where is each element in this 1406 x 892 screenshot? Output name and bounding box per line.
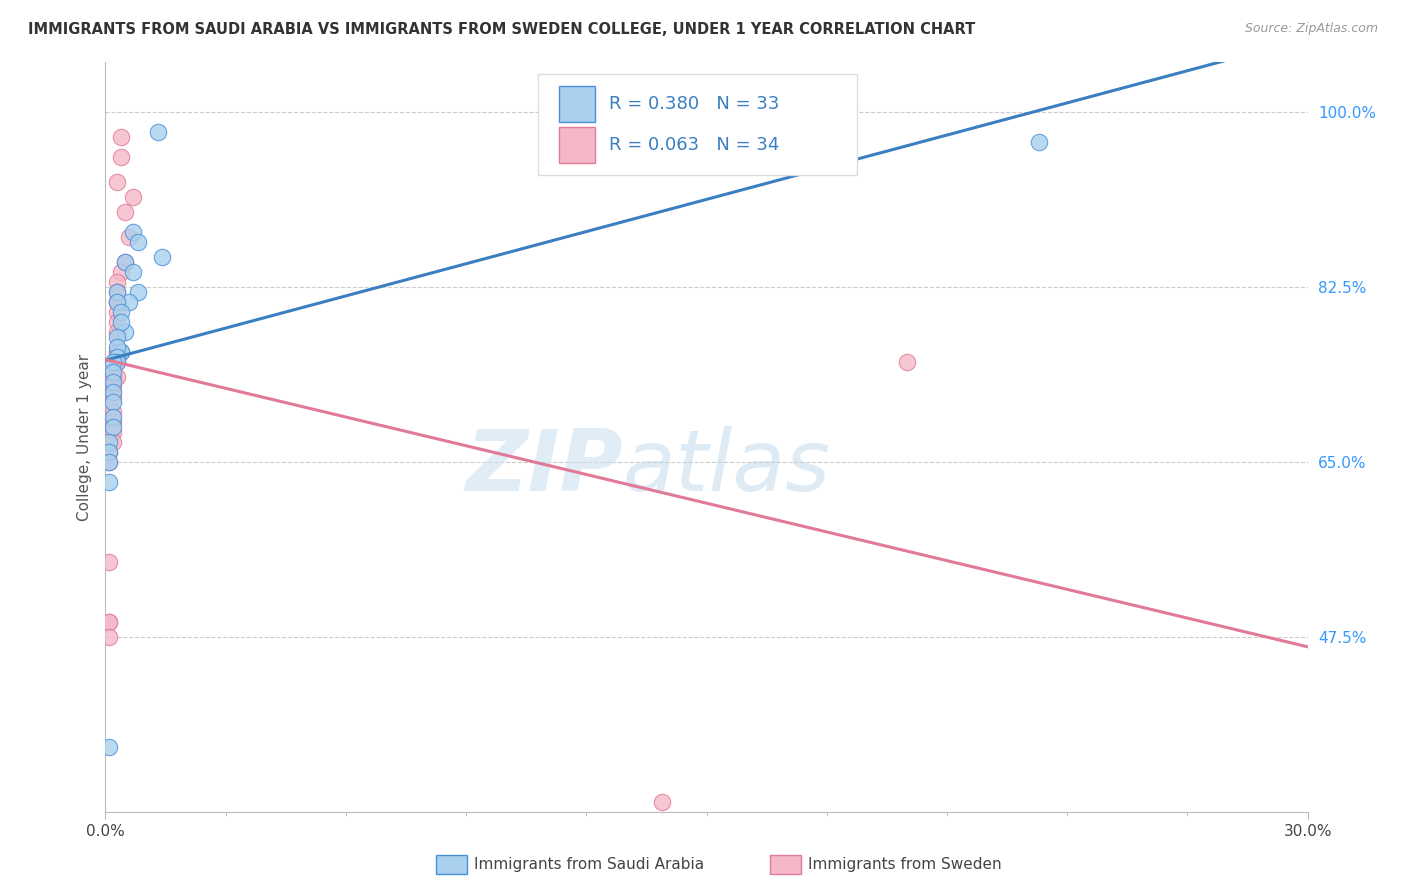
Point	[110, 265, 132, 279]
Point	[98, 615, 121, 629]
Point	[107, 315, 129, 329]
Point	[103, 435, 125, 450]
Text: R = 0.380   N = 33: R = 0.380 N = 33	[609, 95, 779, 112]
Point	[98, 455, 121, 469]
Point	[98, 445, 121, 459]
Point	[107, 175, 129, 189]
Point	[103, 375, 125, 389]
Point	[118, 230, 141, 244]
Point	[107, 350, 129, 364]
Point	[107, 305, 129, 319]
Point	[107, 295, 129, 310]
Point	[107, 355, 129, 369]
Point	[107, 275, 129, 289]
Point	[127, 285, 149, 300]
Point	[110, 345, 132, 359]
Point	[98, 455, 121, 469]
Point	[118, 295, 141, 310]
Point	[107, 355, 129, 369]
Point	[127, 235, 149, 250]
Point	[107, 285, 129, 300]
Point	[103, 380, 125, 394]
Point	[103, 425, 125, 439]
Point	[107, 345, 129, 359]
Point	[103, 365, 125, 379]
Text: IMMIGRANTS FROM SAUDI ARABIA VS IMMIGRANTS FROM SWEDEN COLLEGE, UNDER 1 YEAR COR: IMMIGRANTS FROM SAUDI ARABIA VS IMMIGRAN…	[28, 22, 976, 37]
Point	[103, 410, 125, 425]
Point	[103, 355, 125, 369]
Point	[103, 395, 125, 409]
Point	[98, 630, 121, 644]
Point	[103, 390, 125, 404]
Point	[107, 285, 129, 300]
Point	[107, 325, 129, 339]
Point	[107, 295, 129, 310]
Point	[110, 315, 132, 329]
Point	[651, 795, 673, 809]
Point	[114, 325, 136, 339]
Y-axis label: College, Under 1 year: College, Under 1 year	[76, 353, 91, 521]
Point	[828, 155, 851, 169]
Text: atlas: atlas	[623, 425, 831, 508]
Text: ZIP: ZIP	[465, 425, 623, 508]
Point	[114, 255, 136, 269]
Point	[98, 475, 121, 489]
Point	[146, 125, 169, 139]
Text: R = 0.063   N = 34: R = 0.063 N = 34	[609, 136, 779, 153]
Point	[110, 130, 132, 145]
FancyBboxPatch shape	[538, 74, 856, 175]
Point	[110, 305, 132, 319]
Point	[98, 435, 121, 450]
Point	[122, 225, 145, 239]
Point	[103, 405, 125, 419]
Point	[110, 345, 132, 359]
Point	[1028, 136, 1050, 150]
Point	[107, 345, 129, 359]
Point	[107, 370, 129, 384]
Point	[98, 555, 121, 569]
Point	[103, 420, 125, 434]
Text: Immigrants from Saudi Arabia: Immigrants from Saudi Arabia	[474, 857, 704, 871]
Point	[107, 330, 129, 344]
Point	[103, 385, 125, 400]
Text: Source: ZipAtlas.com: Source: ZipAtlas.com	[1244, 22, 1378, 36]
Point	[122, 190, 145, 204]
Point	[107, 340, 129, 354]
Point	[107, 295, 129, 310]
Point	[896, 355, 918, 369]
FancyBboxPatch shape	[558, 86, 595, 121]
Point	[98, 739, 121, 754]
Point	[110, 150, 132, 164]
Point	[103, 415, 125, 429]
Point	[114, 255, 136, 269]
Point	[150, 250, 173, 264]
FancyBboxPatch shape	[558, 127, 595, 163]
Point	[103, 370, 125, 384]
Point	[122, 265, 145, 279]
Text: Immigrants from Sweden: Immigrants from Sweden	[808, 857, 1002, 871]
Point	[114, 205, 136, 219]
Point	[98, 445, 121, 459]
Point	[98, 615, 121, 629]
